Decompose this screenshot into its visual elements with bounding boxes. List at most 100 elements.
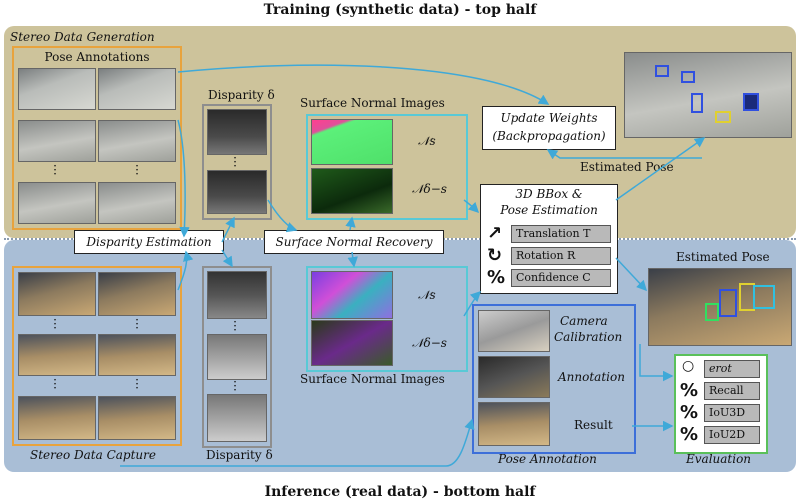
- bbox-marker: [705, 303, 719, 321]
- stereo-data-capture-box: · · · · · · · · · · · ·: [12, 266, 182, 446]
- iou3d-percent-icon: %: [680, 402, 699, 423]
- ellipsis-dots: · · ·: [233, 151, 237, 173]
- arrow-disp-est-to-disparity: [221, 216, 235, 243]
- ellipsis-dots: · · ·: [53, 373, 57, 395]
- bottom-surface-normal-label: Surface Normal Images: [300, 372, 445, 386]
- synthetic-image: [98, 68, 176, 110]
- percent-icon: %: [487, 267, 506, 288]
- result-image: [478, 402, 550, 446]
- arrow-bottom-normals-to-bbox: [463, 290, 482, 317]
- arrow-disp-est-to-bottom-disparity: [221, 249, 233, 268]
- evaluation-box: ○ erot % Recall % IoU3D % IoU2D: [674, 354, 768, 454]
- bottom-disparity-box: · · · · · ·: [202, 266, 272, 448]
- top-disparity-label: Disparity δ: [208, 88, 275, 102]
- stereo-data-generation-label: Stereo Data Generation: [10, 30, 155, 44]
- top-estimated-pose-label: Estimated Pose: [580, 160, 674, 174]
- surface-normal-recovery-label: Surface Normal Recovery: [275, 235, 433, 249]
- update-weights-box: Update Weights (Backpropagation): [482, 106, 616, 150]
- synthetic-image: [18, 120, 96, 162]
- annotation-image: [478, 356, 550, 398]
- synthetic-image: [98, 182, 176, 224]
- bbox-marker: [719, 289, 737, 317]
- pose-annotation-label: Pose Annotation: [498, 452, 597, 466]
- arrow-estimated-to-update: [546, 149, 702, 160]
- camera-calibration-line1: Camera: [560, 314, 608, 328]
- top-estimated-pose-image: [624, 52, 792, 138]
- stereo-data-capture-label: Stereo Data Capture: [30, 448, 156, 462]
- pose-annotations-label: Pose Annotations: [44, 50, 150, 64]
- evaluation-label: Evaluation: [686, 452, 752, 466]
- bottom-disparity-label: Disparity δ: [206, 448, 273, 462]
- disparity-estimation-label: Disparity Estimation: [86, 235, 212, 249]
- disparity-map: [207, 271, 267, 319]
- arrow-recovery-to-bottom-normals: [347, 251, 358, 268]
- bbox-marker: [715, 111, 731, 123]
- translation-label: Translation T: [511, 225, 611, 243]
- ellipsis-dots: · · ·: [53, 159, 57, 181]
- bottom-surface-normal-box: 𝒩s 𝒩δ−s: [306, 266, 468, 372]
- result-label: Result: [574, 418, 613, 432]
- arrow-annotations-to-update: [177, 64, 550, 105]
- bbox-marker: [753, 285, 775, 309]
- bbox-pose-estimation-box: 3D BBox & Pose Estimation ↗ Translation …: [480, 184, 618, 294]
- update-weights-label: Update Weights: [500, 111, 598, 125]
- real-image: [18, 334, 96, 376]
- real-image: [18, 396, 96, 440]
- backpropagation-label: (Backpropagation): [492, 129, 606, 143]
- confidence-label: Confidence C: [511, 269, 611, 287]
- real-image: [98, 334, 176, 376]
- n-s-label: 𝒩s: [418, 288, 436, 302]
- bbox-marker: [655, 65, 669, 77]
- surface-normal-image: [311, 320, 393, 366]
- arrow-disparity-to-recovery: [267, 199, 298, 233]
- metric-iou3d: IoU3D: [704, 404, 760, 422]
- pose-annotation-box: Camera Calibration Annotation Result: [472, 304, 636, 454]
- ellipsis-dots: · · ·: [53, 313, 57, 335]
- bbox-marker: [691, 93, 703, 113]
- pose-annotations-box: Pose Annotations · · · · · ·: [12, 46, 182, 230]
- surface-normal-image: [311, 271, 393, 319]
- arrow-recovery-to-normals: [345, 216, 356, 231]
- ellipsis-dots: · · ·: [135, 373, 139, 395]
- top-surface-normal-label: Surface Normal Images: [300, 96, 445, 110]
- real-image: [18, 272, 96, 316]
- synthetic-image: [18, 68, 96, 110]
- ellipsis-dots: · · ·: [135, 159, 139, 181]
- top-surface-normal-box: 𝒩s 𝒩δ−s: [306, 114, 468, 220]
- arrow-bbox-to-bottom-image: [615, 257, 648, 292]
- bottom-estimated-pose-label: Estimated Pose: [676, 250, 770, 264]
- bottom-title: Inference (real data) - bottom half: [264, 484, 536, 500]
- surface-normal-image: [311, 119, 393, 165]
- disparity-estimation-box: Disparity Estimation: [74, 230, 224, 254]
- n-delta-s-label: 𝒩δ−s: [412, 182, 447, 196]
- ellipsis-dots: · · ·: [233, 375, 237, 397]
- arrow-capture-to-disp-est: [177, 250, 194, 291]
- arrow-generation-to-disparity: [177, 119, 190, 238]
- bbox-title-line1: 3D BBox &: [515, 187, 583, 201]
- synthetic-image: [98, 120, 176, 162]
- synthetic-image: [18, 182, 96, 224]
- top-title: Training (synthetic data) - top half: [263, 2, 537, 18]
- disparity-map: [207, 394, 267, 442]
- n-delta-s-label: 𝒩δ−s: [412, 336, 447, 350]
- ellipsis-dots: · · ·: [135, 313, 139, 335]
- arrow-capture-to-annotation: [120, 418, 475, 467]
- rotation-icon: ↻: [487, 245, 503, 266]
- rotation-label: Rotation R: [511, 247, 611, 265]
- surface-normal-image: [311, 168, 393, 214]
- bottom-estimated-pose-image: [648, 268, 792, 346]
- iou2d-percent-icon: %: [680, 424, 699, 445]
- disparity-map: [207, 170, 267, 214]
- erot-circle-icon: ○: [682, 358, 695, 374]
- bbox-marker: [743, 93, 759, 111]
- n-s-label: 𝒩s: [418, 134, 436, 148]
- metric-iou2d: IoU2D: [704, 426, 760, 444]
- disparity-map: [207, 109, 267, 155]
- surface-normal-recovery-box: Surface Normal Recovery: [264, 230, 444, 254]
- metric-erot: erot: [704, 360, 760, 378]
- arrow-image-to-evaluation: [639, 344, 674, 382]
- real-image: [98, 272, 176, 316]
- annotation-label: Annotation: [558, 370, 625, 384]
- disparity-map: [207, 334, 267, 380]
